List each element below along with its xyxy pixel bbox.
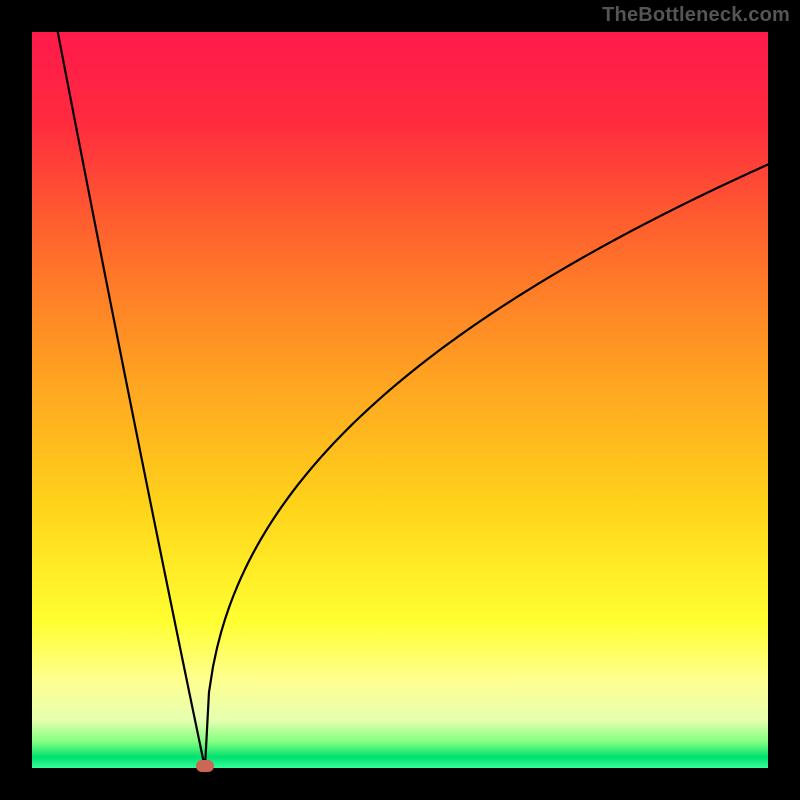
notch-marker (196, 760, 214, 772)
chart-svg (0, 0, 800, 800)
chart-stage: TheBottleneck.com (0, 0, 800, 800)
plot-background (32, 32, 768, 768)
watermark-text: TheBottleneck.com (602, 4, 790, 27)
